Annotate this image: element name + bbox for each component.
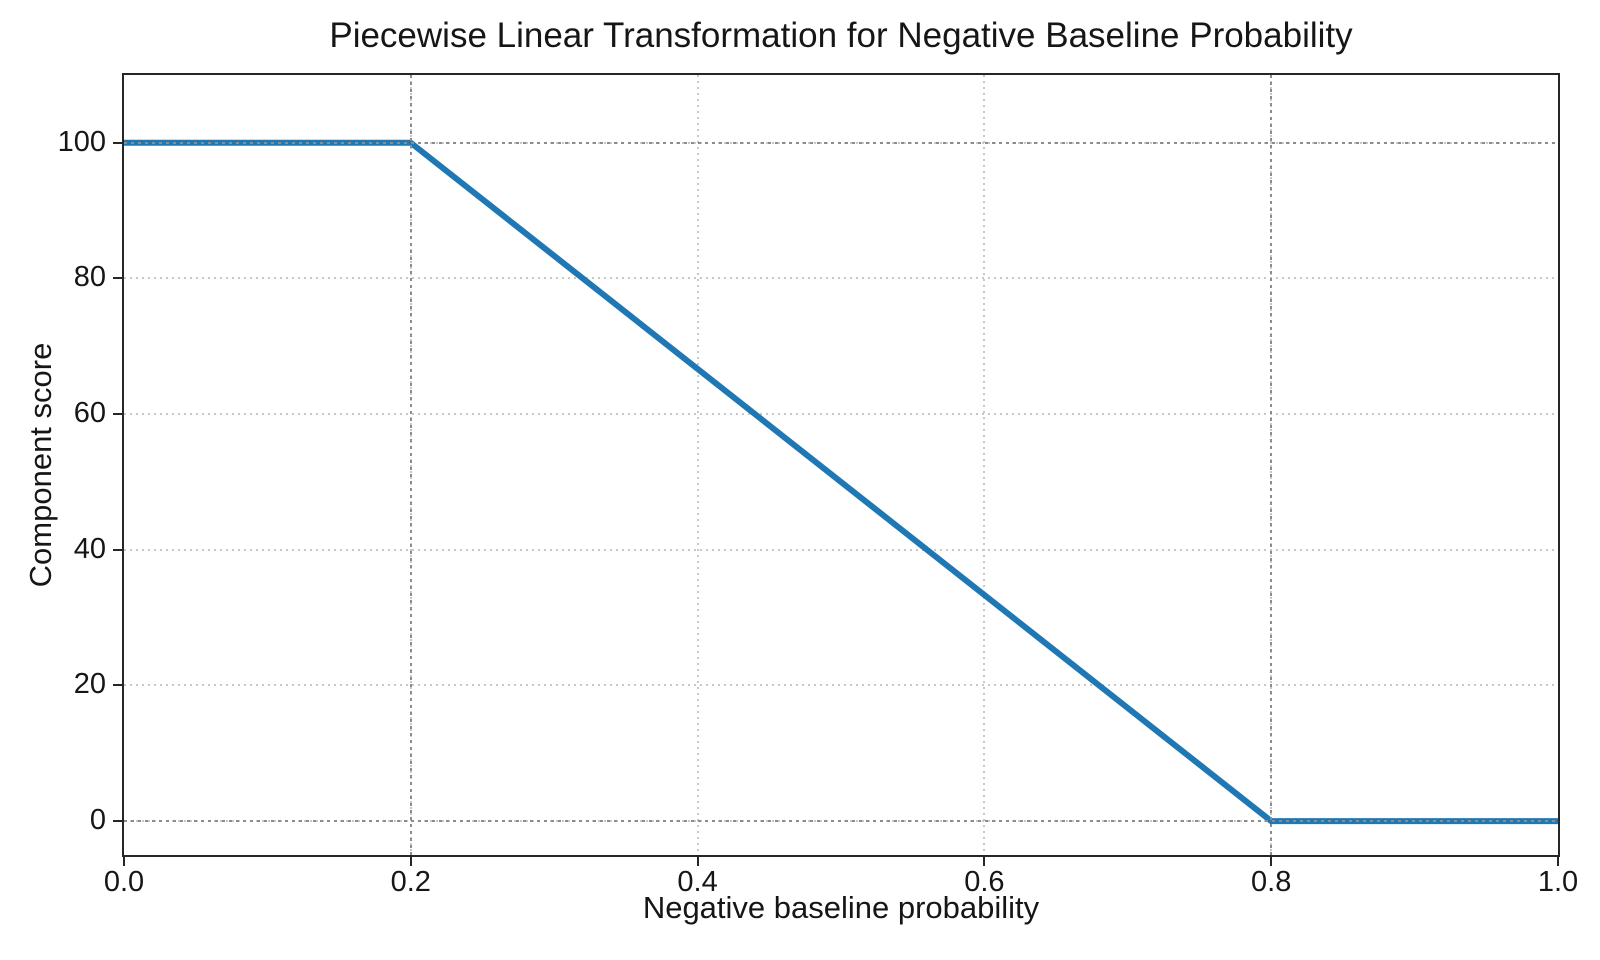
- y-tick-mark: [113, 820, 122, 823]
- x-tick-mark: [409, 857, 412, 866]
- x-tick-label: 0.2: [390, 866, 431, 898]
- y-tick-mark: [113, 141, 122, 144]
- x-tick-mark: [1557, 857, 1559, 866]
- x-tick-mark: [983, 857, 986, 866]
- line-series-svg: [124, 139, 1558, 825]
- chart-title: Piecewise Linear Transformation for Nega…: [329, 16, 1353, 55]
- y-tick-label: 60: [73, 397, 106, 430]
- x-tick-label: 0.0: [103, 866, 145, 898]
- y-tick-mark: [113, 413, 122, 416]
- plot-area: [122, 73, 1560, 857]
- x-tick-mark: [123, 857, 125, 866]
- x-tick-label: 0.6: [964, 866, 1005, 898]
- x-tick-label: 0.8: [1251, 866, 1292, 898]
- component-score-line: [124, 139, 1558, 825]
- y-tick-label: 40: [73, 532, 106, 565]
- x-tick-mark: [1270, 857, 1273, 866]
- y-tick-mark: [113, 684, 122, 687]
- y-tick-label: 80: [73, 261, 106, 294]
- x-tick-mark: [696, 857, 699, 866]
- y-tick-label: 20: [73, 668, 106, 701]
- x-tick-label: 0.4: [677, 866, 718, 898]
- y-tick-label: 0: [89, 804, 106, 837]
- y-tick-mark: [113, 277, 122, 280]
- x-tick-label: 1.0: [1537, 866, 1579, 898]
- y-tick-mark: [113, 548, 122, 551]
- x-axis-label: Negative baseline probability: [642, 890, 1040, 925]
- y-tick-label: 100: [57, 125, 106, 158]
